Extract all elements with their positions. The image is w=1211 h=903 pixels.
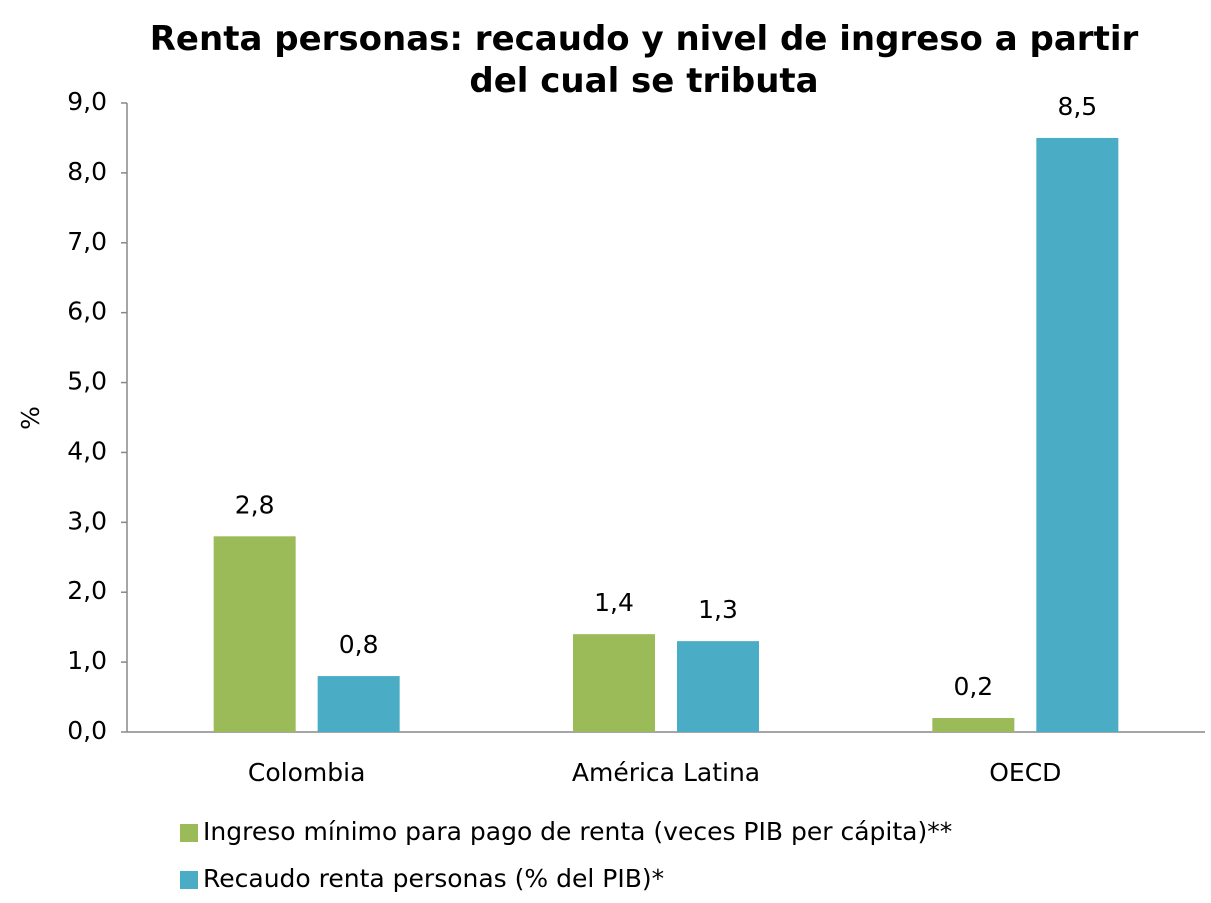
y-tick-label: 3,0 [67, 506, 107, 535]
bar [1036, 137, 1119, 732]
data-label: 1,4 [594, 588, 634, 617]
data-label: 8,5 [1057, 92, 1097, 121]
y-tick-label: 6,0 [67, 297, 107, 326]
legend-label: Recaudo renta personas (% del PIB)* [203, 864, 664, 893]
x-tick-label: OECD [989, 758, 1061, 787]
x-tick-label: Colombia [248, 758, 365, 787]
data-label: 2,8 [235, 490, 275, 519]
legend-swatch [180, 871, 198, 889]
bar [317, 676, 400, 732]
bar [677, 641, 759, 732]
chart-title: Renta personas: recaudo y nivel de ingre… [149, 19, 1139, 101]
y-tick-label: 4,0 [67, 436, 107, 465]
bar [932, 718, 1015, 732]
y-tick-label: 5,0 [67, 367, 107, 396]
data-label: 0,2 [953, 672, 993, 701]
data-label: 0,8 [339, 630, 379, 659]
y-tick-label: 2,0 [67, 576, 107, 605]
y-tick-label: 1,0 [67, 646, 107, 675]
x-tick-label: América Latina [572, 758, 760, 787]
bar [573, 634, 655, 732]
data-label: 1,3 [698, 595, 738, 624]
legend-label: Ingreso mínimo para pago de renta (veces… [203, 817, 952, 846]
y-tick-label: 7,0 [67, 227, 107, 256]
bar [213, 536, 296, 732]
y-axis-label: % [16, 406, 45, 430]
y-tick-label: 9,0 [67, 87, 107, 116]
y-tick-label: 8,0 [67, 157, 107, 186]
legend-swatch [180, 824, 198, 842]
y-tick-label: 0,0 [67, 716, 107, 745]
